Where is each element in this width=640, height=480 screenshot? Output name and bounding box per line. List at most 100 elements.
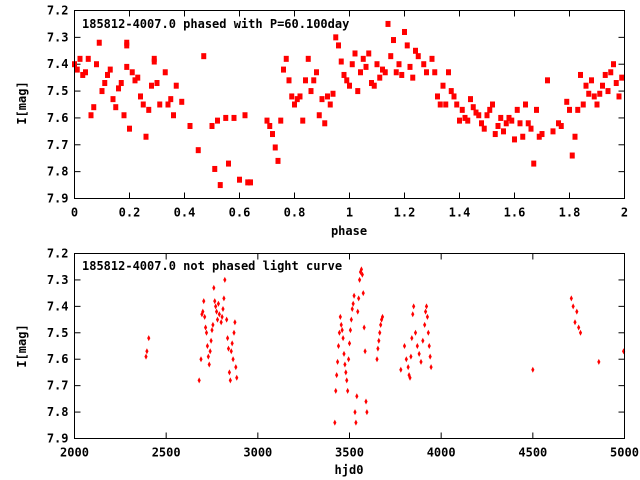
data-point [349, 61, 355, 68]
data-point [205, 343, 210, 349]
data-point [294, 96, 300, 103]
data-point [341, 71, 347, 78]
data-point [217, 311, 221, 318]
data-point [316, 112, 322, 119]
data-point [223, 276, 227, 283]
data-point [378, 329, 382, 336]
data-point [364, 398, 368, 405]
data-point [217, 182, 223, 189]
y-tick-label: 7.4 [47, 57, 69, 71]
data-point [289, 93, 295, 100]
data-point [80, 71, 86, 78]
data-point [145, 348, 149, 355]
data-point [417, 350, 421, 357]
data-point [425, 313, 430, 320]
data-point [124, 63, 130, 70]
data-point [355, 393, 359, 400]
data-point [305, 55, 311, 62]
data-point [448, 88, 454, 95]
data-point [228, 377, 232, 384]
data-point [357, 295, 361, 302]
data-point [577, 324, 581, 331]
data-point [377, 74, 383, 81]
data-point [83, 69, 88, 76]
data-point [77, 55, 83, 62]
data-point [454, 101, 460, 108]
chart-title: 185812-4007.0 not phased light curve [82, 259, 342, 273]
data-point [361, 290, 365, 297]
data-point [292, 101, 297, 108]
data-point [204, 329, 209, 336]
data-point [451, 93, 457, 100]
data-point [281, 66, 286, 73]
data-point [179, 98, 185, 105]
data-point [602, 71, 608, 78]
data-point [325, 93, 330, 100]
x-tick-label: 4000 [427, 446, 456, 460]
data-point [531, 160, 537, 167]
data-point [187, 122, 193, 129]
data-point [385, 20, 391, 27]
data-point [421, 61, 427, 68]
data-point [235, 374, 239, 381]
data-point [468, 96, 473, 103]
data-point [283, 55, 289, 62]
data-point [338, 313, 342, 320]
x-tick-label: 2000 [60, 446, 89, 460]
data-point [300, 117, 306, 124]
data-point [591, 93, 597, 100]
y-axis-label: I[mag] [15, 324, 29, 367]
data-point [210, 327, 214, 334]
data-point [492, 131, 498, 138]
data-point [110, 96, 116, 103]
data-point [212, 165, 218, 172]
data-point [207, 361, 211, 368]
data-point [213, 298, 217, 305]
data-point [580, 101, 586, 108]
data-point [360, 55, 366, 62]
data-point [214, 303, 218, 310]
x-tick-label: 4500 [518, 446, 547, 460]
data-point [616, 93, 622, 100]
data-point [219, 319, 223, 326]
data-point [121, 112, 127, 119]
data-point [410, 335, 414, 342]
data-point [611, 61, 616, 68]
data-point [523, 101, 528, 108]
data-point [575, 106, 581, 113]
data-point [583, 82, 589, 89]
data-point [264, 117, 270, 124]
data-point [490, 101, 495, 108]
data-point [379, 321, 383, 328]
data-point [514, 106, 520, 113]
data-point [147, 335, 151, 342]
data-point [345, 377, 349, 384]
plot-frame [74, 253, 625, 439]
y-tick-label: 7.9 [47, 192, 69, 206]
data-point [429, 364, 433, 371]
data-point [600, 82, 605, 89]
data-point [512, 136, 517, 143]
data-point [248, 179, 253, 186]
data-point [569, 152, 575, 159]
data-point [308, 88, 314, 95]
data-point [278, 117, 284, 124]
data-point [613, 80, 619, 87]
data-point [520, 133, 526, 140]
data-point [211, 321, 215, 328]
data-point [215, 117, 220, 124]
data-point [578, 329, 583, 336]
data-point [334, 387, 338, 394]
data-point [358, 69, 363, 76]
data-point [564, 98, 570, 105]
data-point [91, 104, 97, 111]
data-point [245, 179, 251, 186]
data-point [339, 321, 343, 328]
x-tick-label: 0.8 [284, 206, 306, 220]
unphased-light-curve-panel: 185812-4007.0 not phased light curve hjd… [15, 247, 639, 478]
y-tick-label: 7.7 [47, 379, 69, 393]
data-point [222, 295, 226, 302]
data-point [388, 53, 394, 60]
data-point [168, 96, 174, 103]
x-tick-label: 1.8 [559, 206, 581, 220]
